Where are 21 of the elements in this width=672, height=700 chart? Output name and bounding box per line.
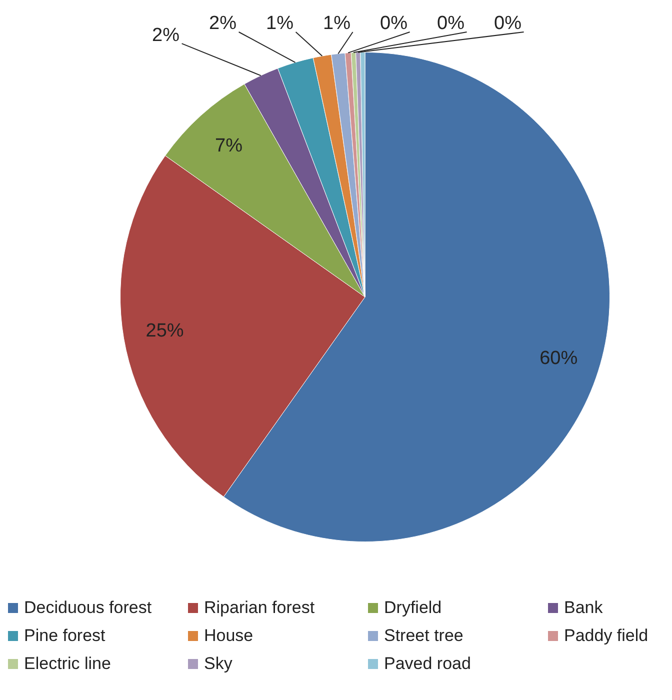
data-label: 0% [380, 13, 408, 34]
legend-label: Street tree [384, 626, 464, 646]
data-label: 0% [494, 13, 522, 34]
legend-label: Pine forest [24, 626, 106, 646]
legend-label: Paddy field [564, 626, 648, 646]
data-label: 1% [266, 13, 294, 34]
legend-label: Bank [564, 598, 603, 618]
legend-label: Sky [204, 654, 232, 674]
data-label: 7% [215, 136, 243, 157]
data-label: 2% [152, 24, 180, 46]
data-label: 2% [209, 13, 237, 34]
legend-label: Dryfield [384, 598, 442, 618]
data-label: 25% [146, 320, 184, 342]
legend-label: Riparian forest [204, 598, 315, 618]
data-label: 1% [323, 13, 351, 34]
legend-label: Electric line [24, 654, 111, 674]
data-label: 0% [437, 13, 465, 34]
data-label: 60% [540, 348, 578, 369]
legend-label: Deciduous forest [24, 598, 152, 618]
legend-label: Paved road [384, 654, 471, 674]
legend-label: House [204, 626, 254, 646]
